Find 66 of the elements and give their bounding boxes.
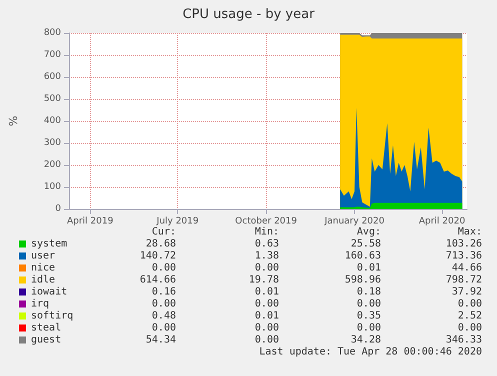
text: 0.00 — [458, 298, 482, 310]
text: 0.00 — [152, 298, 176, 310]
text: Last update: Tue Apr 28 00:00:46 2020 — [259, 346, 482, 358]
legend-label: user — [31, 250, 56, 262]
y-tick-label: 800 — [44, 28, 62, 38]
x-tick-label: October 2019 — [235, 216, 298, 226]
text: 0.01 — [254, 286, 279, 298]
text: 0.00 — [356, 298, 381, 310]
text: Max: — [458, 226, 482, 238]
text: 103.26 — [446, 238, 482, 250]
legend-label: guest — [31, 334, 62, 346]
text: 0.35 — [356, 310, 381, 322]
legend-label: nice — [31, 262, 56, 274]
text: 25.58 — [350, 238, 381, 250]
text: 34.28 — [350, 334, 381, 346]
text: 19.78 — [248, 274, 279, 286]
text: Avg: — [356, 226, 381, 238]
text: 614.66 — [140, 274, 176, 286]
text: 37.92 — [452, 286, 482, 298]
legend-label: idle — [31, 274, 56, 286]
text: 346.33 — [446, 334, 482, 346]
text: 713.36 — [446, 250, 482, 262]
text: Cur: — [152, 226, 176, 238]
x-tick-label: January 2020 — [324, 216, 385, 226]
text: 798.72 — [446, 274, 482, 286]
text: 28.68 — [146, 238, 176, 250]
y-tick-label: 500 — [44, 94, 62, 104]
y-tick-label: 600 — [44, 72, 62, 82]
text: 1.38 — [254, 250, 279, 262]
text: 0.00 — [254, 262, 279, 274]
text: 0.01 — [356, 262, 381, 274]
legend-label: irq — [31, 298, 50, 310]
legend-label: iowait — [31, 286, 68, 298]
text: 0.01 — [254, 310, 279, 322]
text: 0.16 — [152, 286, 176, 298]
legend-label: steal — [31, 322, 62, 334]
y-tick-label: 0 — [55, 204, 62, 214]
legend-label: softirq — [31, 310, 74, 322]
text: 160.63 — [344, 250, 381, 262]
chart-title: CPU usage - by year — [182, 7, 316, 22]
text: 0.00 — [254, 322, 279, 334]
legend-label: system — [31, 238, 68, 250]
text: 140.72 — [140, 250, 176, 262]
y-tick-label: 300 — [44, 138, 62, 148]
text: 0.00 — [254, 298, 279, 310]
text: 44.66 — [452, 262, 482, 274]
x-tick-label: July 2019 — [156, 216, 199, 226]
text: Min: — [254, 226, 279, 238]
text: 54.34 — [146, 334, 176, 346]
x-tick-label: April 2019 — [66, 216, 114, 226]
y-tick-label: 200 — [44, 160, 62, 170]
text: 0.48 — [152, 310, 176, 322]
y-tick-label: 400 — [44, 116, 62, 126]
text: 0.00 — [152, 262, 176, 274]
y-axis-title: % — [7, 116, 20, 126]
text: 0.00 — [254, 334, 279, 346]
x-tick-label: April 2020 — [418, 216, 466, 226]
y-tick-label: 700 — [44, 50, 62, 60]
y-tick-label: 100 — [44, 182, 62, 192]
text: 0.18 — [356, 286, 381, 298]
text: 598.96 — [344, 274, 381, 286]
text: 0.00 — [356, 322, 381, 334]
text: 2.52 — [458, 310, 482, 322]
text: 0.63 — [254, 238, 279, 250]
text: 0.00 — [152, 322, 176, 334]
text: 0.00 — [458, 322, 482, 334]
